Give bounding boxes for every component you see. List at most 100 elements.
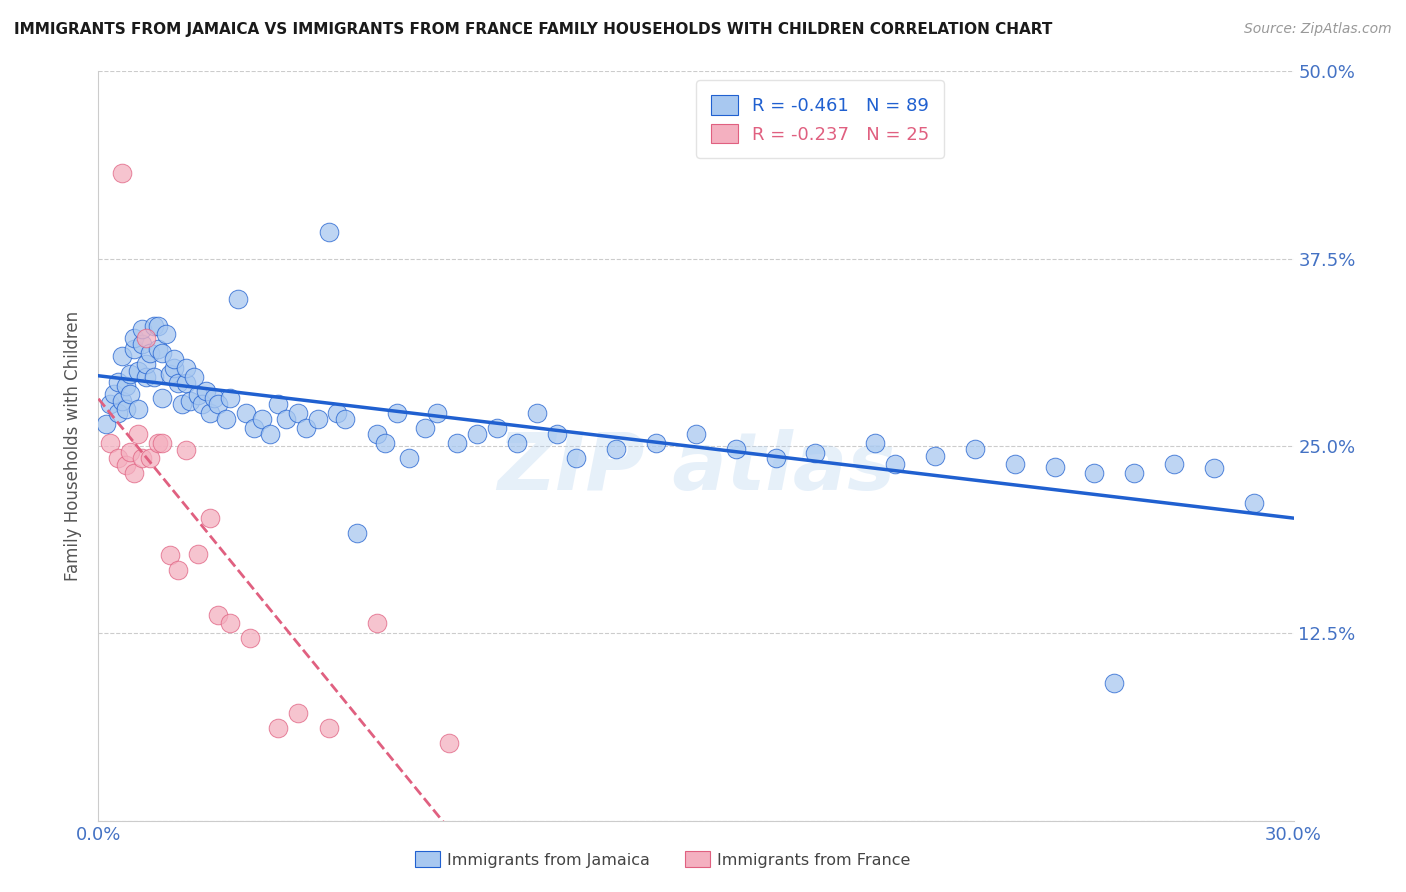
Point <box>294 421 316 435</box>
Point <box>287 706 309 720</box>
Point <box>124 466 146 480</box>
Point <box>485 421 508 435</box>
Point <box>267 397 290 411</box>
Point <box>219 391 242 405</box>
Point <box>346 525 368 540</box>
Point <box>120 445 142 459</box>
Point <box>131 322 153 336</box>
Point <box>207 608 229 623</box>
Point <box>287 406 309 420</box>
Point <box>1004 457 1026 471</box>
Point <box>307 412 329 426</box>
Point <box>127 427 149 442</box>
Point <box>398 450 420 465</box>
Point <box>120 367 142 381</box>
Point <box>865 436 887 450</box>
Point <box>183 370 205 384</box>
Point <box>207 397 229 411</box>
Point <box>135 331 157 345</box>
Point <box>148 436 170 450</box>
Point <box>127 401 149 416</box>
Y-axis label: Family Households with Children: Family Households with Children <box>65 311 83 581</box>
Point <box>963 442 986 456</box>
Point <box>274 412 297 426</box>
Point <box>215 412 238 426</box>
Point <box>318 225 340 239</box>
Text: Immigrants from France: Immigrants from France <box>717 854 911 868</box>
Point <box>150 346 173 360</box>
Point <box>187 547 209 561</box>
Point <box>107 450 129 465</box>
Point <box>124 331 146 345</box>
Point <box>167 563 190 577</box>
Text: Source: ZipAtlas.com: Source: ZipAtlas.com <box>1244 22 1392 37</box>
Text: IMMIGRANTS FROM JAMAICA VS IMMIGRANTS FROM FRANCE FAMILY HOUSEHOLDS WITH CHILDRE: IMMIGRANTS FROM JAMAICA VS IMMIGRANTS FR… <box>14 22 1053 37</box>
Point <box>219 615 242 630</box>
Point <box>366 615 388 630</box>
Point <box>446 436 468 450</box>
Point <box>111 349 134 363</box>
Point <box>1202 461 1225 475</box>
Point <box>139 346 162 360</box>
Point <box>366 427 388 442</box>
Point <box>526 406 548 420</box>
Point <box>1083 466 1105 480</box>
Point <box>465 427 488 442</box>
Point <box>326 406 349 420</box>
Point <box>143 319 166 334</box>
Point <box>605 442 627 456</box>
Point <box>174 376 197 390</box>
Point <box>235 406 257 420</box>
Point <box>267 721 290 735</box>
Point <box>159 549 181 563</box>
Point <box>804 446 827 460</box>
Point <box>124 342 146 356</box>
Point <box>163 361 186 376</box>
Point <box>148 342 170 356</box>
Point <box>148 319 170 334</box>
Point <box>187 388 209 402</box>
Point <box>135 357 157 371</box>
Point <box>115 401 138 416</box>
Point <box>884 457 907 471</box>
Point <box>685 427 707 442</box>
Point <box>1043 460 1066 475</box>
Point <box>131 450 153 465</box>
Point <box>259 427 281 442</box>
Point <box>159 367 181 381</box>
Point <box>565 450 588 465</box>
Point <box>167 376 190 390</box>
Point <box>111 394 134 409</box>
Point <box>115 458 138 473</box>
Point <box>506 436 529 450</box>
Point <box>172 397 194 411</box>
Point <box>374 436 396 450</box>
Point <box>127 364 149 378</box>
Point <box>103 386 125 401</box>
Point <box>107 375 129 389</box>
Point <box>765 450 787 465</box>
Point <box>174 443 197 458</box>
Point <box>131 337 153 351</box>
Point <box>120 386 142 401</box>
Point <box>335 412 357 426</box>
Point <box>135 370 157 384</box>
Point <box>174 361 197 376</box>
Text: Immigrants from Jamaica: Immigrants from Jamaica <box>447 854 650 868</box>
Point <box>198 511 221 525</box>
Point <box>191 397 214 411</box>
Point <box>1243 496 1265 510</box>
Legend: R = -0.461   N = 89, R = -0.237   N = 25: R = -0.461 N = 89, R = -0.237 N = 25 <box>696 80 943 158</box>
Point <box>1104 675 1126 690</box>
Point <box>98 436 122 450</box>
Text: ZIP atlas: ZIP atlas <box>496 429 896 508</box>
Point <box>724 442 747 456</box>
Point <box>111 166 134 180</box>
Point <box>546 427 568 442</box>
Point <box>139 450 162 465</box>
Point <box>163 352 186 367</box>
Point <box>179 394 201 409</box>
Point <box>226 292 249 306</box>
Point <box>645 436 668 450</box>
Point <box>150 436 173 450</box>
